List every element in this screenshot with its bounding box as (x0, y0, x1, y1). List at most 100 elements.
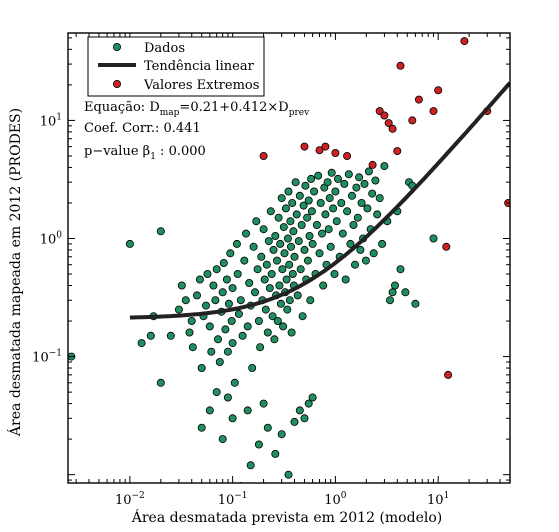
legend-marker-extremos (113, 80, 122, 89)
data-point (223, 393, 232, 402)
data-point (287, 328, 296, 337)
data-point (272, 256, 281, 265)
data-point (201, 301, 210, 310)
data-point (265, 284, 274, 293)
data-point (303, 256, 312, 265)
data-point (346, 239, 355, 248)
data-point (337, 198, 346, 207)
data-point (330, 269, 339, 278)
data-points (68, 37, 510, 483)
data-point (319, 281, 328, 290)
data-point (373, 210, 382, 219)
data-point (211, 296, 220, 305)
data-point (385, 296, 394, 305)
data-point (215, 357, 224, 366)
data-point (323, 178, 332, 187)
data-point (288, 198, 297, 207)
data-point (300, 245, 309, 254)
data-point (271, 449, 280, 458)
legend-marker-dados (113, 43, 122, 52)
data-point (174, 305, 183, 314)
data-point (273, 316, 282, 325)
data-point (241, 229, 250, 238)
extreme-point (380, 111, 389, 120)
data-point (256, 343, 265, 352)
data-point (288, 269, 297, 278)
data-point (380, 162, 389, 171)
data-point (205, 322, 214, 331)
extreme-point (408, 116, 417, 125)
data-point (306, 296, 315, 305)
x-axis-label: Área desmatada prevista em 2012 (modelo) (131, 508, 442, 526)
data-point (286, 217, 295, 226)
data-point (137, 339, 146, 348)
data-point (308, 239, 317, 248)
data-point (281, 204, 290, 213)
data-point (246, 461, 255, 470)
data-point (234, 309, 243, 318)
data-point (226, 249, 235, 258)
data-point (343, 207, 352, 216)
extreme-point (331, 148, 340, 157)
data-point (333, 174, 342, 183)
data-point (209, 281, 218, 290)
data-point (181, 296, 190, 305)
data-point (254, 316, 263, 325)
data-point (401, 288, 410, 297)
data-point (260, 275, 269, 284)
data-point (297, 220, 306, 229)
data-point (218, 288, 227, 297)
data-point (177, 281, 186, 290)
extreme-point (300, 142, 309, 151)
data-point (249, 242, 258, 251)
data-point (243, 322, 252, 331)
legend-label-extremos: Valores Extremos (143, 78, 259, 93)
extreme-point (259, 151, 268, 160)
data-point (253, 265, 262, 274)
data-point (282, 275, 291, 284)
data-point (352, 183, 361, 192)
data-point (307, 207, 316, 216)
data-point (197, 363, 206, 372)
data-point (375, 194, 384, 203)
data-point (276, 239, 285, 248)
data-point (360, 179, 369, 188)
extreme-point (315, 146, 324, 155)
data-point (332, 217, 341, 226)
extreme-point (442, 242, 451, 251)
data-point (248, 363, 257, 372)
x-tick-label: 100 (324, 491, 347, 508)
data-point (388, 288, 397, 297)
data-point (269, 245, 278, 254)
data-point (283, 305, 292, 314)
data-point (310, 187, 319, 196)
data-point (270, 335, 279, 344)
data-point (240, 256, 249, 265)
data-point (363, 204, 372, 213)
legend-label-dados: Dados (144, 41, 185, 56)
data-point (338, 229, 347, 238)
data-point (353, 213, 362, 222)
data-point (326, 242, 335, 251)
data-point (252, 217, 261, 226)
data-point (264, 237, 273, 246)
data-point (284, 470, 293, 479)
data-point (156, 378, 165, 387)
data-point (295, 191, 304, 200)
data-point (218, 435, 227, 444)
data-point (344, 170, 353, 179)
data-point (262, 260, 271, 269)
data-point (279, 322, 288, 331)
data-point (274, 213, 283, 222)
data-point (396, 265, 405, 274)
data-point (261, 305, 270, 314)
data-point (312, 220, 321, 229)
data-point (233, 269, 242, 278)
extreme-point (384, 119, 393, 128)
data-point (227, 316, 236, 325)
x-tick-label: 10−2 (115, 491, 145, 508)
extreme-point (429, 107, 438, 116)
data-point (285, 296, 294, 305)
data-point (390, 281, 399, 290)
data-point (349, 220, 358, 229)
